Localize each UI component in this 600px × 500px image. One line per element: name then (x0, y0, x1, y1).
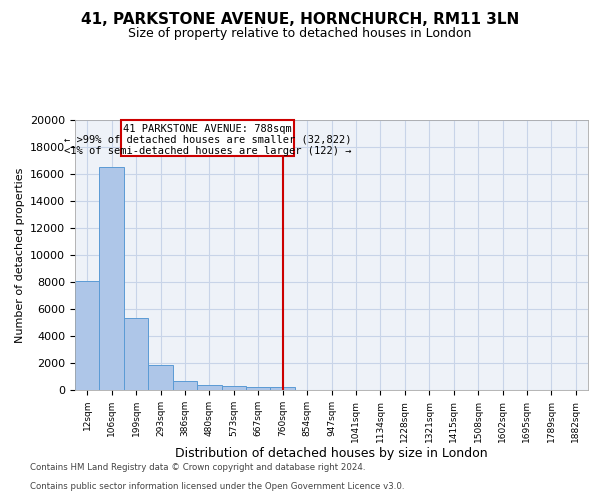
Text: Contains HM Land Registry data © Crown copyright and database right 2024.: Contains HM Land Registry data © Crown c… (30, 464, 365, 472)
Bar (173, 380, 197, 390)
Bar (197, 385, 221, 390)
Bar (124, 318, 148, 390)
Bar (148, 365, 173, 390)
Bar (246, 388, 271, 390)
Text: ← >99% of detached houses are smaller (32,822): ← >99% of detached houses are smaller (3… (64, 135, 351, 145)
Bar (221, 386, 246, 390)
Bar (100, 167, 124, 390)
Text: Contains public sector information licensed under the Open Government Licence v3: Contains public sector information licen… (30, 482, 404, 491)
Bar (271, 388, 295, 390)
Text: Size of property relative to detached houses in London: Size of property relative to detached ho… (128, 28, 472, 40)
FancyBboxPatch shape (121, 120, 293, 156)
Text: <1% of semi-detached houses are larger (122) →: <1% of semi-detached houses are larger (… (64, 146, 351, 156)
Text: 41 PARKSTONE AVENUE: 788sqm: 41 PARKSTONE AVENUE: 788sqm (123, 124, 292, 134)
Y-axis label: Number of detached properties: Number of detached properties (14, 168, 25, 342)
Text: 41, PARKSTONE AVENUE, HORNCHURCH, RM11 3LN: 41, PARKSTONE AVENUE, HORNCHURCH, RM11 3… (81, 12, 519, 28)
X-axis label: Distribution of detached houses by size in London: Distribution of detached houses by size … (175, 448, 488, 460)
Bar (75, 280, 100, 390)
